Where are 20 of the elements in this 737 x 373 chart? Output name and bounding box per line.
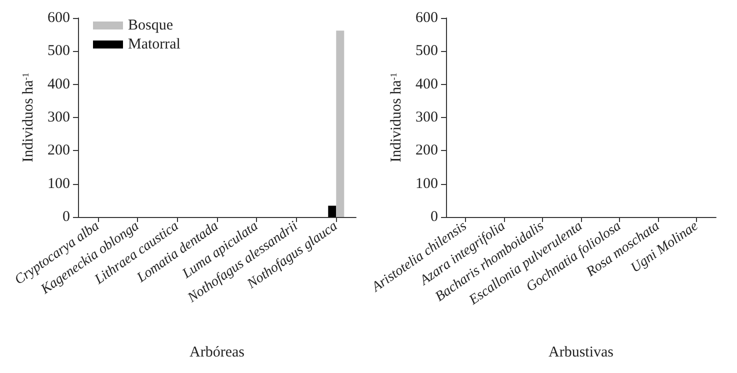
y-axis-title: Individuos ha-1 bbox=[20, 72, 36, 162]
y-tick-label: 300 bbox=[416, 110, 438, 126]
y-tick-label: 0 bbox=[430, 209, 438, 225]
y-tick-label: 600 bbox=[48, 10, 70, 26]
y-tick-label: 200 bbox=[48, 142, 70, 159]
y-tick-label: 200 bbox=[416, 142, 438, 159]
y-tick-label: 400 bbox=[48, 76, 70, 92]
y-tick-label: 500 bbox=[48, 43, 70, 60]
y-tick-label: 300 bbox=[48, 110, 70, 126]
legend-label: Matorral bbox=[128, 36, 180, 52]
y-tick-label: 600 bbox=[416, 10, 438, 26]
y-tick-label: 500 bbox=[416, 43, 438, 60]
y-tick-label: 0 bbox=[62, 209, 70, 225]
x-axis-title: Arbustivas bbox=[548, 344, 614, 360]
y-tick-label: 100 bbox=[416, 176, 438, 192]
y-axis-title: Individuos ha-1 bbox=[388, 72, 405, 162]
y-tick-label: 400 bbox=[416, 76, 438, 92]
y-tick-label: 100 bbox=[48, 176, 70, 192]
x-axis-title: Arbóreas bbox=[190, 344, 245, 360]
legend-label: Bosque bbox=[128, 18, 174, 34]
